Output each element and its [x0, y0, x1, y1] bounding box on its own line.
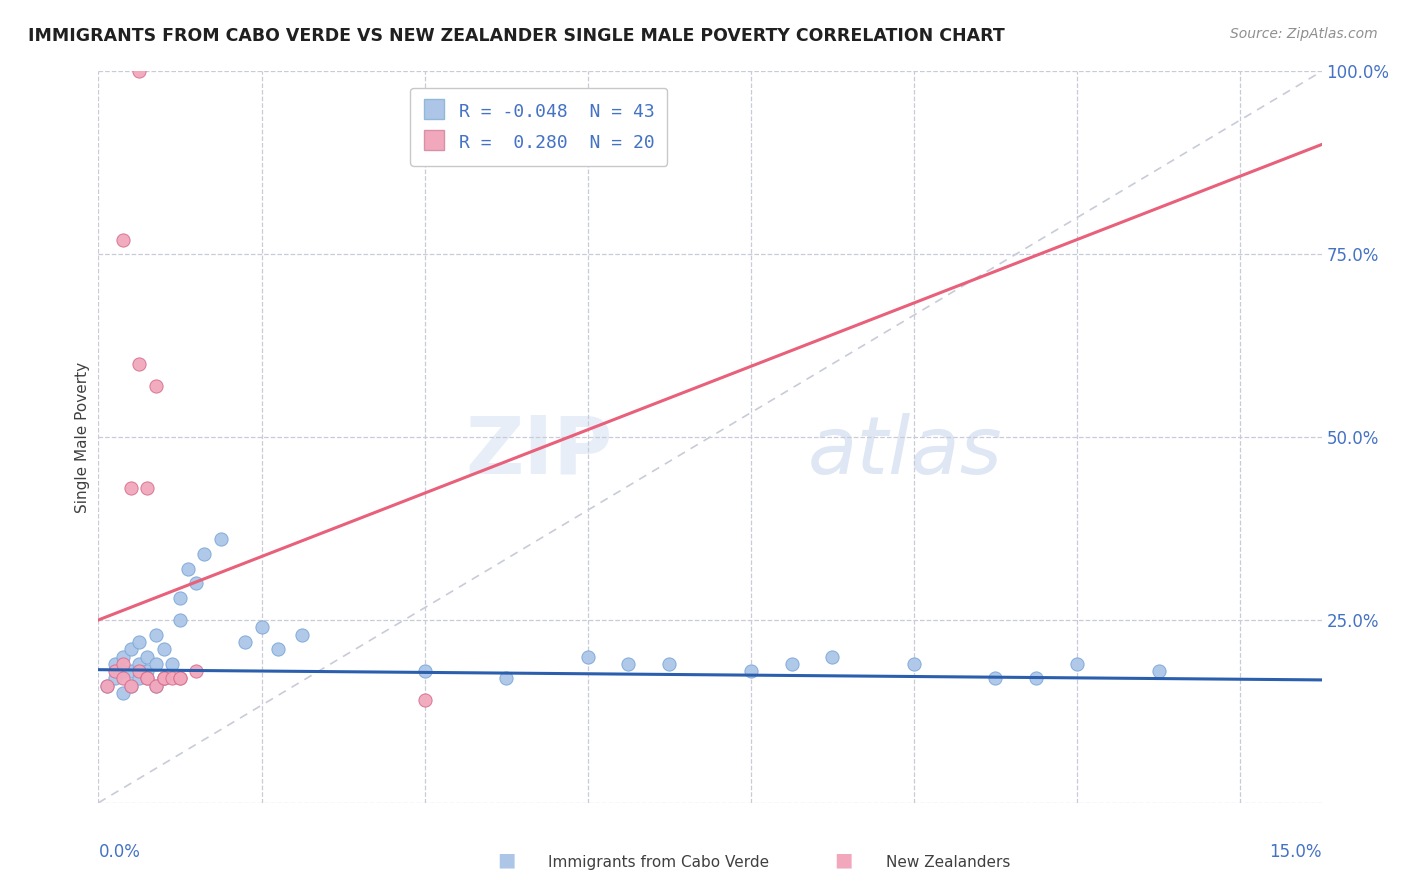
Point — [96, 679, 118, 693]
Text: IMMIGRANTS FROM CABO VERDE VS NEW ZEALANDER SINGLE MALE POVERTY CORRELATION CHAR: IMMIGRANTS FROM CABO VERDE VS NEW ZEALAN… — [28, 27, 1005, 45]
Point — [152, 672, 174, 686]
Point — [186, 664, 208, 678]
Point — [128, 672, 150, 686]
Text: ■: ■ — [834, 850, 853, 869]
Point — [740, 664, 762, 678]
Point — [104, 657, 127, 671]
Point — [1025, 672, 1047, 686]
Text: 0.0%: 0.0% — [98, 843, 141, 861]
Point — [120, 679, 142, 693]
Point — [903, 657, 925, 671]
Point — [495, 672, 517, 686]
Point — [413, 664, 436, 678]
Point — [104, 672, 127, 686]
Point — [136, 672, 159, 686]
Text: ■: ■ — [496, 850, 516, 869]
Point — [186, 576, 208, 591]
Point — [984, 672, 1007, 686]
Point — [233, 635, 256, 649]
Point — [111, 672, 134, 686]
Point — [169, 672, 191, 686]
Point — [111, 233, 134, 247]
Point — [169, 672, 191, 686]
Point — [128, 657, 150, 671]
Point — [821, 649, 844, 664]
Point — [96, 679, 118, 693]
Point — [136, 672, 159, 686]
Point — [250, 620, 273, 634]
Point — [128, 664, 150, 678]
Point — [413, 693, 436, 707]
Point — [160, 672, 183, 686]
Point — [658, 657, 681, 671]
Point — [145, 679, 167, 693]
Y-axis label: Single Male Poverty: Single Male Poverty — [75, 361, 90, 513]
Text: Source: ZipAtlas.com: Source: ZipAtlas.com — [1230, 27, 1378, 41]
Point — [291, 627, 314, 641]
Point — [111, 649, 134, 664]
Point — [617, 657, 640, 671]
Point — [145, 379, 167, 393]
Point — [160, 657, 183, 671]
Point — [111, 657, 134, 671]
Text: ZIP: ZIP — [465, 413, 612, 491]
Point — [120, 642, 142, 657]
Point — [152, 672, 174, 686]
Point — [104, 664, 127, 678]
Point — [136, 481, 159, 495]
Point — [780, 657, 803, 671]
Point — [145, 657, 167, 671]
Point — [145, 627, 167, 641]
Point — [152, 672, 174, 686]
Point — [120, 481, 142, 495]
Point — [177, 562, 200, 576]
Point — [136, 664, 159, 678]
Point — [169, 613, 191, 627]
Point — [169, 591, 191, 605]
Point — [193, 547, 215, 561]
Point — [111, 686, 134, 700]
Point — [111, 664, 134, 678]
Point — [267, 642, 290, 657]
Point — [1066, 657, 1088, 671]
Point — [128, 64, 150, 78]
Point — [209, 533, 232, 547]
Text: New Zealanders: New Zealanders — [886, 855, 1010, 870]
Legend: R = -0.048  N = 43, R =  0.280  N = 20: R = -0.048 N = 43, R = 0.280 N = 20 — [411, 87, 668, 166]
Text: Immigrants from Cabo Verde: Immigrants from Cabo Verde — [548, 855, 769, 870]
Point — [128, 357, 150, 371]
Point — [576, 649, 599, 664]
Text: atlas: atlas — [808, 413, 1002, 491]
Point — [136, 649, 159, 664]
Point — [120, 664, 142, 678]
Point — [128, 635, 150, 649]
Point — [120, 679, 142, 693]
Point — [152, 642, 174, 657]
Text: 15.0%: 15.0% — [1270, 843, 1322, 861]
Point — [1147, 664, 1170, 678]
Point — [145, 679, 167, 693]
